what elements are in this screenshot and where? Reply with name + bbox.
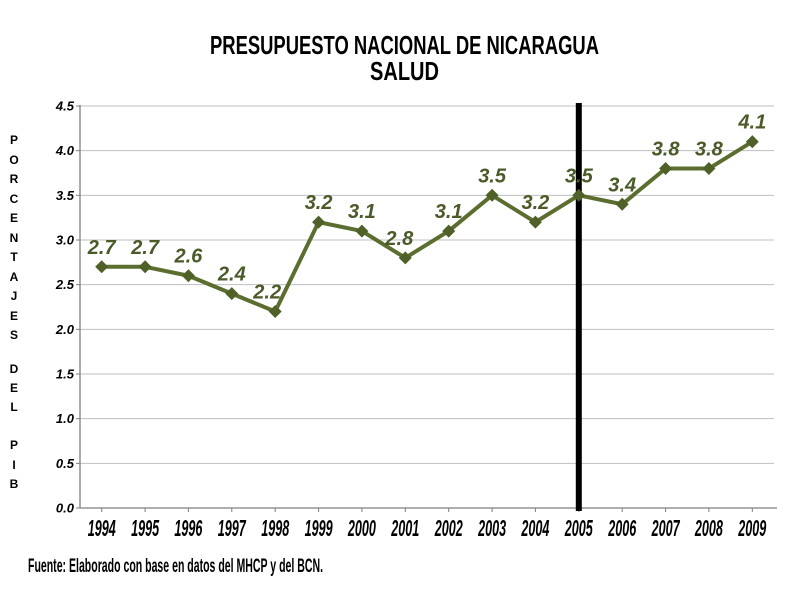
svg-text:1.5: 1.5 — [56, 367, 75, 382]
svg-text:3.2: 3.2 — [305, 192, 333, 214]
svg-text:2006: 2006 — [608, 515, 637, 541]
svg-text:3.4: 3.4 — [608, 174, 636, 196]
svg-text:SALUD: SALUD — [370, 56, 439, 86]
svg-text:1.0: 1.0 — [56, 411, 75, 426]
svg-text:4.5: 4.5 — [55, 99, 75, 114]
svg-text:1996: 1996 — [174, 515, 202, 541]
svg-text:3.0: 3.0 — [56, 233, 75, 248]
svg-text:2.0: 2.0 — [55, 322, 75, 337]
svg-text:2003: 2003 — [478, 515, 507, 541]
svg-text:3.2: 3.2 — [521, 192, 549, 214]
svg-text:3.1: 3.1 — [435, 201, 463, 223]
svg-text:2.7: 2.7 — [130, 237, 160, 259]
svg-text:0.5: 0.5 — [56, 456, 75, 471]
svg-text:3.5: 3.5 — [56, 188, 75, 203]
svg-text:2004: 2004 — [521, 515, 550, 541]
svg-text:4.0: 4.0 — [55, 143, 75, 158]
svg-text:2002: 2002 — [434, 515, 463, 541]
svg-text:2008: 2008 — [694, 515, 723, 541]
svg-text:3.5: 3.5 — [478, 165, 507, 187]
svg-text:2.7: 2.7 — [87, 237, 117, 259]
svg-text:Fuente: Elaborado con base en: Fuente: Elaborado con base en datos del … — [28, 556, 323, 577]
svg-text:4.1: 4.1 — [737, 112, 766, 134]
svg-text:0.0: 0.0 — [56, 501, 75, 516]
svg-text:2.5: 2.5 — [55, 277, 75, 292]
svg-text:1994: 1994 — [88, 515, 116, 541]
svg-text:2009: 2009 — [738, 515, 767, 541]
svg-text:2005: 2005 — [564, 515, 593, 541]
svg-text:1998: 1998 — [261, 515, 289, 541]
svg-text:2.2: 2.2 — [252, 282, 281, 304]
svg-text:2007: 2007 — [651, 515, 680, 541]
svg-text:2000: 2000 — [347, 515, 376, 541]
svg-text:3.1: 3.1 — [348, 201, 376, 223]
svg-text:1997: 1997 — [218, 515, 247, 541]
svg-text:3.8: 3.8 — [695, 139, 724, 161]
svg-text:2.4: 2.4 — [217, 264, 246, 286]
svg-text:1995: 1995 — [131, 515, 160, 541]
svg-text:2001: 2001 — [391, 515, 420, 541]
svg-text:2.8: 2.8 — [384, 228, 414, 250]
svg-text:1999: 1999 — [305, 515, 333, 541]
svg-text:3.8: 3.8 — [652, 139, 681, 161]
svg-text:2.6: 2.6 — [173, 246, 203, 268]
svg-text:3.5: 3.5 — [565, 165, 594, 187]
